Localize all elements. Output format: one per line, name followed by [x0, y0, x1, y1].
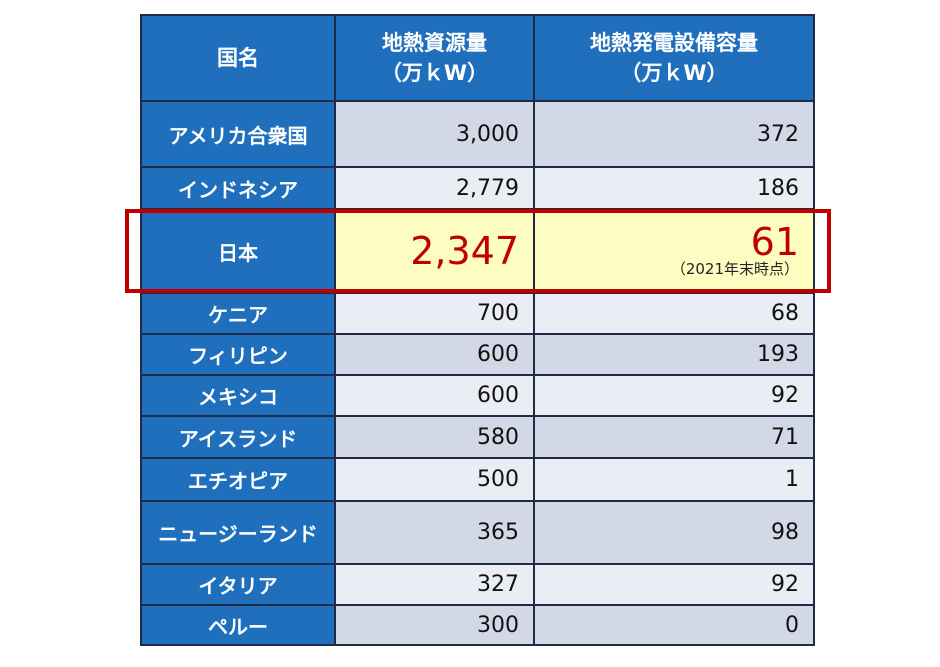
resource-value: 500: [334, 457, 535, 502]
country-name: ペルー: [140, 604, 336, 646]
table-row: ニュージーランド 365 98: [140, 500, 815, 565]
resource-value: 700: [334, 292, 535, 335]
capacity-value-cell: 0: [533, 604, 815, 646]
header-capacity-title: 地熱発電設備容量: [590, 31, 758, 55]
capacity-value-cell: 92: [533, 374, 815, 417]
country-name: インドネシア: [140, 166, 336, 210]
country-name: エチオピア: [140, 457, 336, 502]
resource-value: 300: [334, 604, 535, 646]
capacity-value-cell: 92: [533, 563, 815, 606]
header-country-label: 国名: [217, 46, 259, 70]
capacity-value-cell: 71: [533, 415, 815, 459]
table-row: メキシコ 600 92: [140, 374, 815, 417]
header-country: 国名: [140, 14, 336, 102]
table-row: フィリピン 600 193: [140, 333, 815, 376]
header-resource-unit: （万ｋW）: [380, 61, 489, 85]
country-name: 日本: [140, 208, 336, 294]
table-row: イタリア 327 92: [140, 563, 815, 606]
capacity-value: 61: [750, 220, 799, 264]
header-resource: 地熱資源量 （万ｋW）: [334, 14, 535, 102]
capacity-note: （2021年末時点）: [670, 260, 799, 278]
table-row: ペルー 300 0: [140, 604, 815, 646]
capacity-value-cell: 68: [533, 292, 815, 335]
resource-value: 580: [334, 415, 535, 459]
capacity-value-cell: 61 （2021年末時点）: [533, 208, 815, 294]
resource-value: 2,347: [334, 208, 535, 294]
header-capacity: 地熱発電設備容量 （万ｋW）: [533, 14, 815, 102]
capacity-value-cell: 186: [533, 166, 815, 210]
resource-value: 365: [334, 500, 535, 565]
header-capacity-unit: （万ｋW）: [620, 61, 728, 85]
table-body: アメリカ合衆国 3,000 372 インドネシア 2,779 186 日本 2,347 61 （2…: [140, 100, 815, 646]
resource-value: 3,000: [334, 100, 535, 168]
table-row: インドネシア 2,779 186: [140, 166, 815, 210]
capacity-value-cell: 1: [533, 457, 815, 502]
country-name: フィリピン: [140, 333, 336, 376]
table-row: 日本 2,347 61 （2021年末時点）: [140, 208, 815, 294]
resource-value: 600: [334, 333, 535, 376]
table-row: アメリカ合衆国 3,000 372: [140, 100, 815, 168]
geothermal-table: 国名 地熱資源量 （万ｋW） 地熱発電設備容量 （万ｋW） アメリカ合衆国 3,0…: [140, 14, 815, 646]
table-row: エチオピア 500 1: [140, 457, 815, 502]
country-name: アイスランド: [140, 415, 336, 459]
country-name: イタリア: [140, 563, 336, 606]
header-resource-title: 地熱資源量: [382, 31, 487, 55]
capacity-value-cell: 98: [533, 500, 815, 565]
country-name: アメリカ合衆国: [140, 100, 336, 168]
country-name: メキシコ: [140, 374, 336, 417]
header-row: 国名 地熱資源量 （万ｋW） 地熱発電設備容量 （万ｋW）: [140, 14, 815, 102]
table-row: アイスランド 580 71: [140, 415, 815, 459]
capacity-value-cell: 372: [533, 100, 815, 168]
resource-value: 600: [334, 374, 535, 417]
capacity-value-cell: 193: [533, 333, 815, 376]
country-name: ニュージーランド: [140, 500, 336, 565]
resource-value: 2,779: [334, 166, 535, 210]
table-row: ケニア 700 68: [140, 292, 815, 335]
country-name: ケニア: [140, 292, 336, 335]
resource-value: 327: [334, 563, 535, 606]
